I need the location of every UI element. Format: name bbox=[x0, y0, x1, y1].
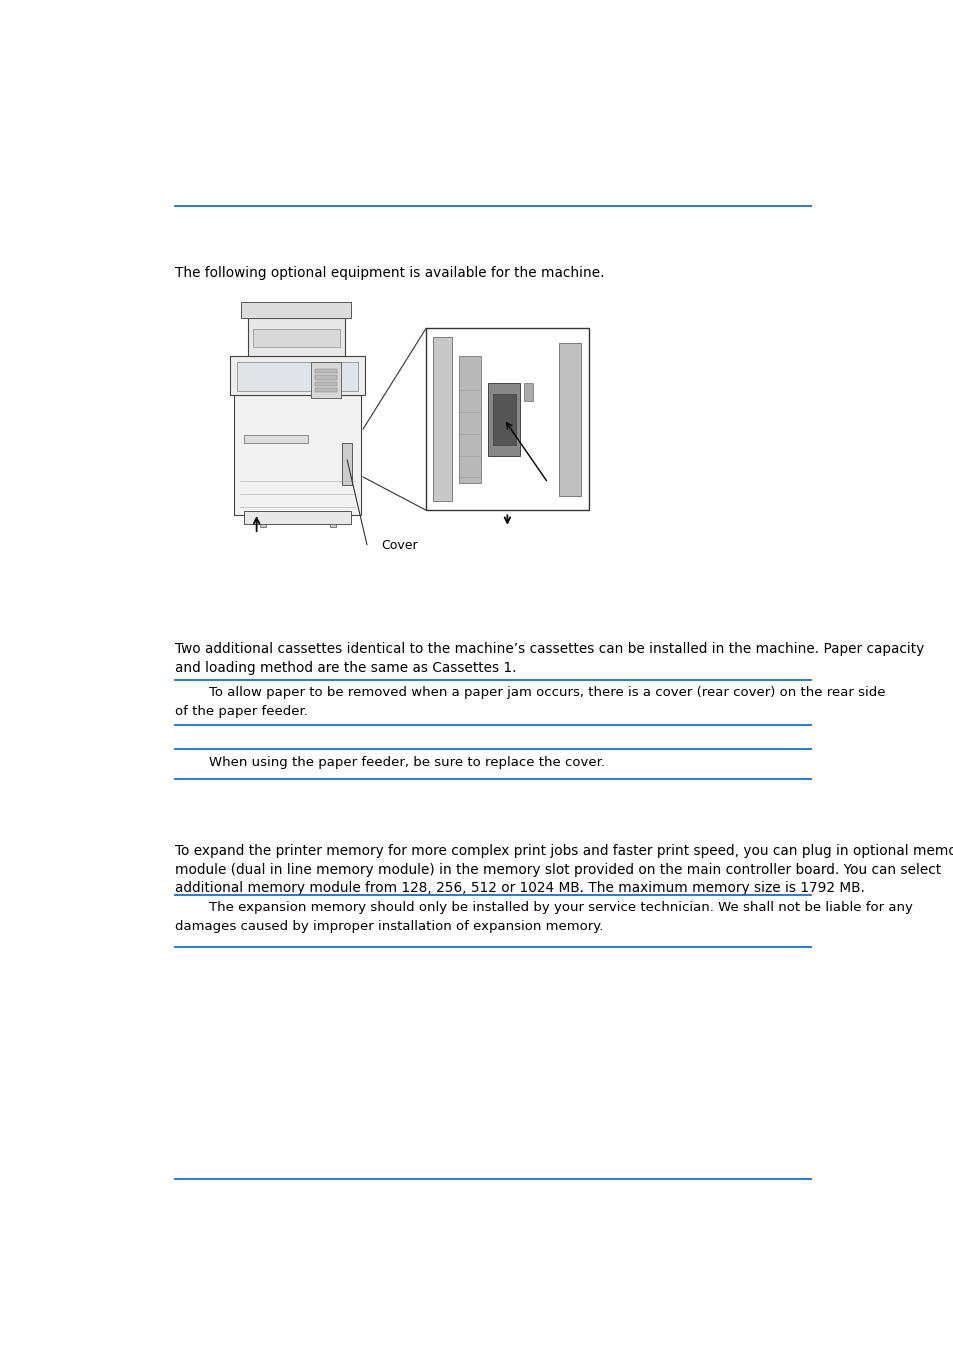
Text: When using the paper feeder, be sure to replace the cover.: When using the paper feeder, be sure to … bbox=[174, 756, 604, 768]
FancyBboxPatch shape bbox=[315, 375, 336, 379]
Text: additional memory module from 128, 256, 512 or 1024 MB. The maximum memory size : additional memory module from 128, 256, … bbox=[174, 882, 863, 895]
FancyBboxPatch shape bbox=[311, 362, 341, 397]
Text: of the paper feeder.: of the paper feeder. bbox=[174, 705, 307, 718]
FancyBboxPatch shape bbox=[259, 524, 266, 527]
FancyBboxPatch shape bbox=[426, 328, 588, 510]
Text: To expand the printer memory for more complex print jobs and faster print speed,: To expand the printer memory for more co… bbox=[174, 844, 953, 857]
FancyBboxPatch shape bbox=[315, 382, 336, 386]
FancyBboxPatch shape bbox=[487, 383, 520, 456]
FancyBboxPatch shape bbox=[315, 387, 336, 393]
Text: Cover: Cover bbox=[381, 540, 418, 552]
FancyBboxPatch shape bbox=[244, 512, 351, 524]
FancyBboxPatch shape bbox=[330, 524, 335, 527]
FancyBboxPatch shape bbox=[236, 362, 357, 391]
FancyBboxPatch shape bbox=[558, 343, 580, 495]
Text: To allow paper to be removed when a paper jam occurs, there is a cover (rear cov: To allow paper to be removed when a pape… bbox=[174, 686, 884, 699]
FancyBboxPatch shape bbox=[315, 369, 336, 373]
FancyBboxPatch shape bbox=[233, 396, 361, 516]
FancyBboxPatch shape bbox=[523, 383, 533, 401]
Text: module (dual in line memory module) in the memory slot provided on the main cont: module (dual in line memory module) in t… bbox=[174, 863, 940, 876]
Text: Two additional cassettes identical to the machine’s cassettes can be installed i: Two additional cassettes identical to th… bbox=[174, 643, 923, 656]
Text: damages caused by improper installation of expansion memory.: damages caused by improper installation … bbox=[174, 919, 602, 933]
Text: and loading method are the same as Cassettes 1.: and loading method are the same as Casse… bbox=[174, 662, 516, 675]
Text: The expansion memory should only be installed by your service technician. We sha: The expansion memory should only be inst… bbox=[174, 900, 912, 914]
FancyBboxPatch shape bbox=[432, 338, 452, 501]
FancyBboxPatch shape bbox=[342, 443, 352, 486]
FancyBboxPatch shape bbox=[493, 394, 515, 444]
FancyBboxPatch shape bbox=[230, 356, 364, 396]
FancyBboxPatch shape bbox=[458, 355, 481, 483]
FancyBboxPatch shape bbox=[248, 317, 345, 356]
FancyBboxPatch shape bbox=[244, 435, 307, 443]
Text: The following optional equipment is available for the machine.: The following optional equipment is avai… bbox=[174, 266, 603, 279]
FancyBboxPatch shape bbox=[253, 329, 340, 347]
FancyBboxPatch shape bbox=[240, 301, 351, 317]
